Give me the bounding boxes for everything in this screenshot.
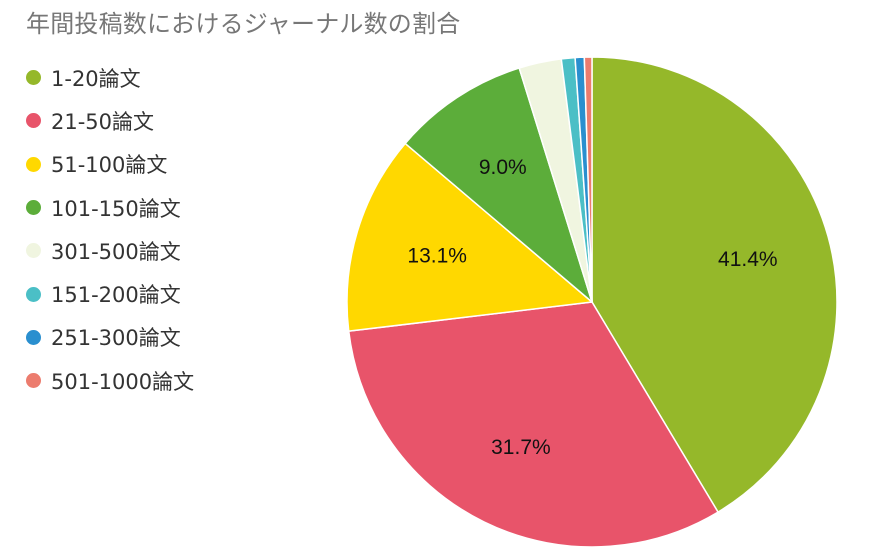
legend-label: 101-150論文 (51, 196, 181, 221)
slice-label: 41.4% (718, 248, 778, 271)
legend-label: 301-500論文 (51, 239, 181, 264)
legend-swatch (26, 156, 41, 172)
legend-swatch (26, 373, 41, 389)
legend-label: 151-200論文 (51, 283, 181, 308)
legend-label: 51-100論文 (51, 153, 168, 178)
legend-swatch (26, 200, 41, 216)
slice-label: 9.0% (479, 156, 527, 179)
legend-swatch (26, 329, 41, 345)
legend-swatch (26, 113, 41, 129)
legend-label: 501-1000論文 (51, 369, 195, 394)
legend-label: 251-300論文 (51, 326, 181, 351)
pie-slice[interactable] (346, 142, 593, 332)
legend-swatch (26, 70, 41, 86)
slice-label: 13.1% (407, 244, 467, 267)
legend-item[interactable]: 21-50論文 (26, 99, 194, 142)
legend-item[interactable]: 301-500論文 (26, 229, 194, 272)
pie-slice[interactable] (583, 56, 593, 303)
legend-swatch (26, 243, 41, 259)
legend-item[interactable]: 251-300論文 (26, 316, 194, 359)
legend-label: 1-20論文 (51, 66, 141, 91)
legend-item[interactable]: 151-200論文 (26, 272, 194, 315)
chart-legend: 1-20論文 21-50論文 51-100論文 101-150論文 301-500論文 1… (26, 56, 194, 402)
legend-swatch (26, 286, 41, 302)
pie-slice[interactable] (404, 67, 593, 303)
legend-item[interactable]: 1-20論文 (26, 56, 194, 99)
legend-label: 21-50論文 (51, 109, 155, 134)
slice-label: 31.7% (491, 436, 551, 459)
legend-item[interactable]: 51-100論文 (26, 143, 194, 186)
legend-item[interactable]: 501-1000論文 (26, 359, 194, 402)
chart-title: 年間投稿数におけるジャーナル数の割合 (26, 10, 461, 38)
legend-item[interactable]: 101-150論文 (26, 186, 194, 229)
pie-slice[interactable] (591, 56, 838, 513)
pie-slice[interactable] (347, 301, 719, 548)
